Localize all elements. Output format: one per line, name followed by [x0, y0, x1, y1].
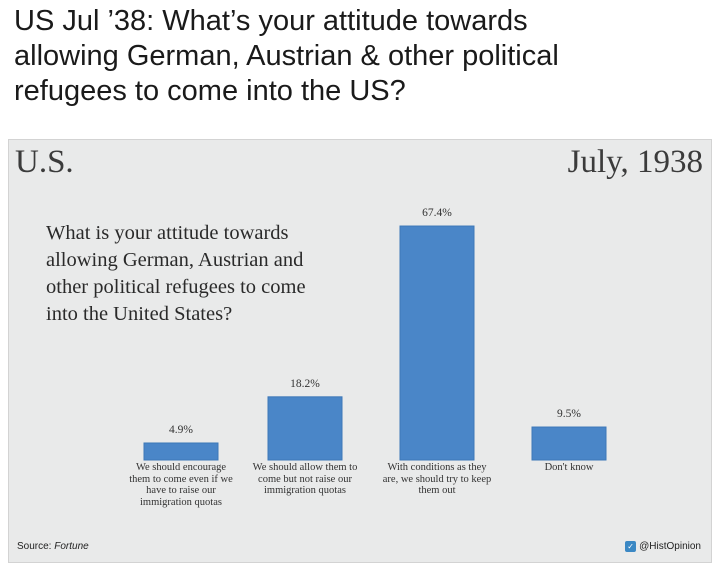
category-label-line: have to raise our	[146, 485, 216, 496]
category-label-line: Don't know	[544, 462, 594, 473]
category-label-line: immigration quotas	[140, 496, 222, 508]
headline-line: refugees to come into the US?	[14, 75, 406, 107]
category-label: With conditions as they are, we should tr…	[370, 462, 504, 497]
question-line: allowing German, Austrian and	[46, 249, 304, 271]
question-line: What is your attitude towards	[46, 222, 289, 244]
category-label: We should encourage them to come even if …	[114, 462, 248, 508]
category-label: Don't know	[502, 462, 636, 474]
twitter-handle[interactable]: ✓ @HistOpinion	[625, 541, 701, 552]
twitter-icon: ✓	[625, 541, 637, 552]
category-label-line: We should encourage	[135, 462, 227, 473]
bar	[399, 225, 475, 461]
date-label: July, 1938	[567, 144, 703, 180]
bar-value-label: 18.2%	[290, 378, 320, 390]
category-label-line: are, we should try to keep	[382, 473, 492, 485]
country-label: U.S.	[15, 144, 74, 180]
source-credit: Source: Fortune	[17, 541, 89, 552]
bar-value-label: 67.4%	[422, 207, 452, 219]
bar-value-label: 4.9%	[169, 424, 193, 436]
bar	[267, 396, 343, 461]
bar-chart: 4.9% 18.2% 67.4% 9.5%	[143, 207, 607, 461]
category-label-line: them to come even if we	[129, 473, 233, 485]
chart-card: U.S. July, 1938 What is your attitude to…	[8, 139, 712, 563]
question-line: into the United States?	[46, 303, 233, 325]
handle-text: @HistOpinion	[639, 541, 701, 552]
headline-line: US Jul ’38: What’s your attitude towards	[14, 5, 528, 37]
category-label-line: We should allow them to	[252, 462, 358, 473]
category-label: We should allow them to come but not rais…	[238, 462, 372, 497]
bar	[531, 426, 607, 461]
category-label-line: come but not raise our	[258, 473, 352, 485]
headline-line: allowing German, Austrian & other politi…	[14, 40, 559, 72]
bar-value-label: 9.5%	[557, 408, 581, 420]
source-name: Fortune	[54, 541, 89, 552]
source-label: Source:	[17, 541, 55, 552]
category-label-line: them out	[418, 485, 456, 496]
survey-question: What is your attitude towards allowing G…	[46, 220, 386, 328]
question-line: other political refugees to come	[46, 276, 306, 298]
category-label-line: immigration quotas	[264, 485, 346, 496]
bar	[143, 442, 219, 461]
headline: US Jul ’38: What’s your attitude towards…	[14, 4, 714, 109]
category-label-line: With conditions as they	[387, 462, 487, 473]
